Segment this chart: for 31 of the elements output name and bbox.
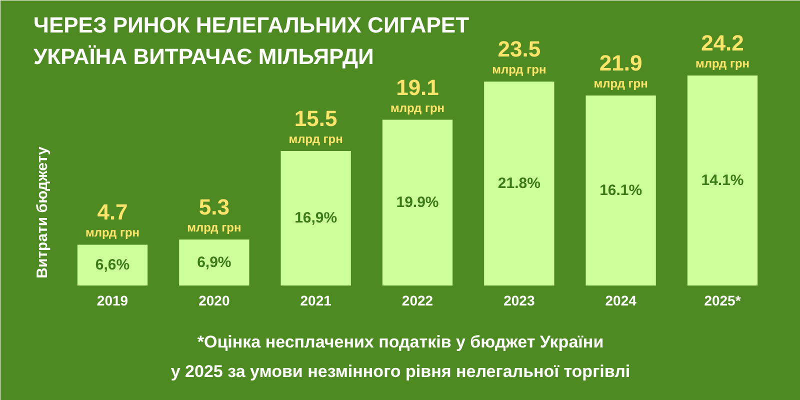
bar <box>687 76 758 286</box>
data-label: 21.9 млрд грн <box>594 50 648 90</box>
bar <box>484 82 554 286</box>
bar <box>382 120 453 286</box>
annotation: 21.8% <box>498 175 540 192</box>
bar <box>179 240 250 286</box>
data-label: 4.7 млрд грн <box>85 200 140 240</box>
bar <box>280 150 351 286</box>
x-tick-label: 2021 <box>300 292 332 308</box>
data-label: 24.2 млрд грн <box>695 30 750 70</box>
text: *Оцінка несплачених податків у бюджет України у 2025 за умови незмінного рівня нелегальної торгівлі <box>170 332 630 381</box>
y-axis-title: Витрати бюджету <box>34 146 51 278</box>
x-tick-label: 2019 <box>96 292 128 308</box>
data-label: 19.1 млрд грн <box>390 74 445 115</box>
annotation: 6,6% <box>95 256 130 274</box>
data-label: 15.5 млрд грн <box>288 106 343 146</box>
data-label: 23.5 млрд грн <box>492 36 546 77</box>
annotation: 16.1% <box>600 182 642 199</box>
annotation: 6,9% <box>197 254 232 272</box>
x-tick-label: 2023 <box>504 292 535 308</box>
x-tick-label: 2025* <box>704 292 742 308</box>
x-tick-label: 2022 <box>402 292 434 308</box>
annotation: 14.1% <box>701 172 744 189</box>
x-tick-label: 2020 <box>198 292 230 308</box>
bar <box>586 95 656 286</box>
bar <box>77 244 148 286</box>
data-label: 5.3 млрд грн <box>187 194 242 235</box>
annotation: 16,9% <box>294 210 338 227</box>
chart-title: ЧЕРЕЗ РИНОК НЕЛЕГАЛЬНИХ СИГАРЕТ УКРАЇНА ВИТРАЧАЄ МІЛЬЯРДИ <box>34 12 470 69</box>
x-tick-label: 2024 <box>605 292 637 308</box>
annotation: 19.9% <box>396 194 439 212</box>
